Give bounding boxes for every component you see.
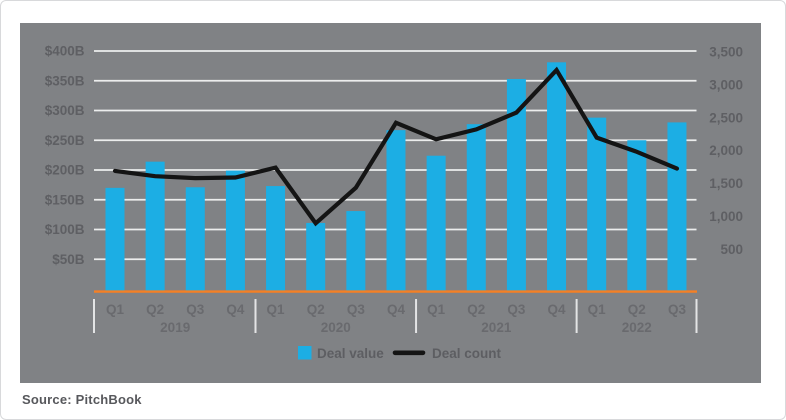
deal-value-legend-label: Deal value bbox=[317, 346, 384, 361]
xlabel-2019-Q3: Q3 bbox=[186, 302, 205, 317]
left-axis-tick-300: $300B bbox=[45, 103, 85, 118]
year-label-2021: 2021 bbox=[481, 320, 512, 335]
right-axis-tick-3000: 3,000 bbox=[709, 77, 743, 92]
left-axis-tick-400: $400B bbox=[45, 44, 85, 59]
bar-2021-Q2 bbox=[466, 124, 486, 292]
deal-count-line bbox=[112, 66, 680, 227]
xlabel-2020-Q3: Q3 bbox=[347, 302, 366, 317]
left-axis-tick-150: $150B bbox=[45, 192, 85, 207]
right-axis-tick-1500: 1,500 bbox=[709, 176, 743, 191]
year-label-2022: 2022 bbox=[622, 320, 652, 335]
left-axis-tick-350: $350B bbox=[45, 73, 85, 88]
xlabel-2020-Q1: Q1 bbox=[267, 302, 286, 317]
bar-2019-Q3 bbox=[185, 187, 205, 292]
xlabel-2021-Q2: Q2 bbox=[467, 302, 485, 317]
year-label-2020: 2020 bbox=[321, 320, 351, 335]
xlabel-2020-Q2: Q2 bbox=[307, 302, 325, 317]
xlabel-2022-Q1: Q1 bbox=[588, 302, 607, 317]
bar-2020-Q1 bbox=[266, 186, 286, 292]
left-axis-tick-250: $250B bbox=[45, 133, 85, 148]
bar-2021-Q4 bbox=[547, 62, 567, 292]
xlabel-2021-Q1: Q1 bbox=[427, 302, 446, 317]
bar-2019-Q2 bbox=[145, 161, 165, 292]
right-axis-tick-1000: 1,000 bbox=[709, 209, 743, 224]
bar-2019-Q4 bbox=[225, 170, 245, 292]
bar-2020-Q4 bbox=[386, 130, 406, 292]
xlabel-2021-Q4: Q4 bbox=[548, 302, 567, 317]
left-axis-tick-200: $200B bbox=[45, 163, 85, 178]
deal-value-legend-swatch bbox=[298, 346, 312, 360]
right-axis-tick-2000: 2,000 bbox=[709, 143, 743, 158]
bar-2022-Q2 bbox=[627, 140, 647, 292]
bar-2022-Q1 bbox=[587, 117, 607, 292]
year-label-2019: 2019 bbox=[160, 320, 190, 335]
right-axis-tick-500: 500 bbox=[720, 242, 743, 257]
legend: Deal value Deal count bbox=[298, 346, 502, 361]
xlabel-2021-Q3: Q3 bbox=[507, 302, 526, 317]
xlabel-2020-Q4: Q4 bbox=[387, 302, 406, 317]
xlabel-2019-Q2: Q2 bbox=[146, 302, 164, 317]
bar-2021-Q3 bbox=[506, 78, 526, 292]
xlabel-2019-Q1: Q1 bbox=[106, 302, 125, 317]
bar-2019-Q1 bbox=[105, 187, 125, 292]
deal-count-legend-label: Deal count bbox=[432, 346, 502, 361]
left-axis-tick-50: $50B bbox=[52, 252, 85, 267]
xlabel-2019-Q4: Q4 bbox=[226, 302, 245, 317]
right-axis-tick-2500: 2,500 bbox=[709, 110, 743, 125]
source-note: Source: PitchBook bbox=[22, 392, 142, 407]
bar-2022-Q3 bbox=[667, 122, 687, 292]
xlabel-2022-Q2: Q2 bbox=[628, 302, 646, 317]
bar-2021-Q1 bbox=[426, 155, 446, 292]
xlabel-2022-Q3: Q3 bbox=[668, 302, 687, 317]
bar-2020-Q3 bbox=[346, 211, 366, 292]
bar-2020-Q2 bbox=[306, 222, 326, 292]
left-axis-tick-100: $100B bbox=[45, 222, 85, 237]
right-axis-tick-3500: 3,500 bbox=[709, 44, 743, 59]
